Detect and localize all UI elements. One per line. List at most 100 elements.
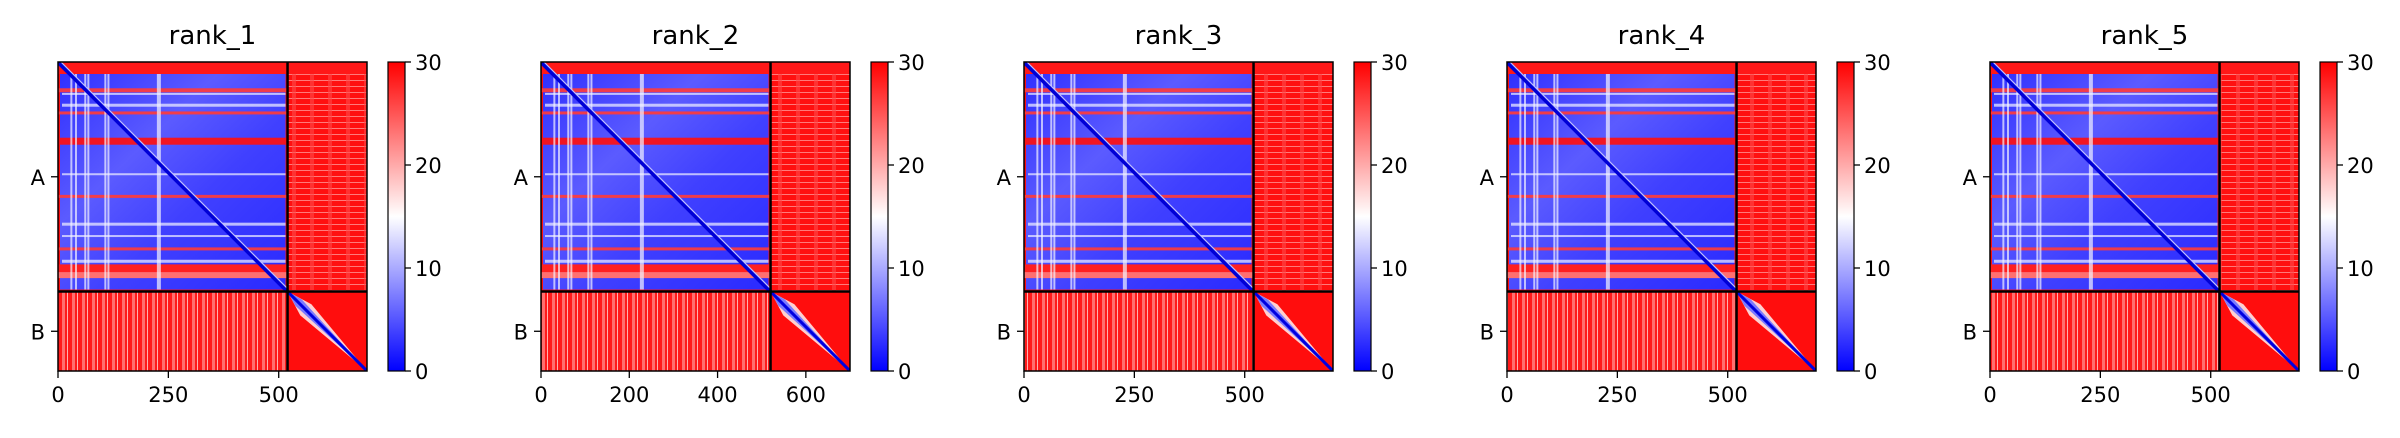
colorbar-frame (870, 61, 889, 372)
diagonal-b (1252, 290, 1333, 371)
band-row (62, 259, 286, 263)
x-tick-label: 250 (148, 383, 188, 407)
band-column (2006, 72, 2009, 290)
band-column (1122, 72, 1127, 290)
band-column (557, 72, 560, 290)
pae-matrix (58, 62, 367, 371)
band-row (1511, 259, 1735, 263)
low-confidence-row (541, 111, 771, 115)
band-column (587, 72, 590, 290)
diagonal-a-halo (1026, 62, 1254, 289)
panel-title: rank_3 (1135, 21, 1223, 51)
band-column (156, 72, 161, 290)
band-row (1511, 103, 1735, 107)
x-tick-label: 500 (1708, 383, 1748, 407)
top-edge (1990, 62, 2299, 74)
low-confidence-row (1024, 88, 1254, 93)
x-tick-label: 0 (51, 383, 64, 407)
colorbar-tick-label: 10 (2347, 257, 2374, 281)
low-confidence-row (58, 194, 288, 198)
band-column (639, 72, 644, 290)
band-column (570, 72, 573, 290)
low-confidence-row (1990, 264, 2220, 273)
band-row (62, 92, 286, 95)
colorbar-tick-label: 30 (898, 51, 925, 75)
band-row (545, 103, 769, 107)
band-row (62, 103, 286, 107)
band-column (74, 72, 77, 290)
heatmap-panel-2: rank_2 0 200 400 600 A B 0 10 20 30 (514, 21, 925, 407)
diagonal-b (286, 290, 367, 371)
low-confidence-row (1990, 272, 2220, 279)
colorbar-tick-label: 0 (415, 360, 428, 384)
axes-frame (1023, 61, 1334, 372)
low-confidence-row (1024, 137, 1254, 145)
low-confidence-row (1990, 247, 2220, 251)
diagonal-a-halo (543, 62, 771, 289)
low-confidence-row (58, 247, 288, 251)
chain-label: A (1963, 166, 1978, 190)
top-edge (1024, 62, 1333, 74)
b-to-a-block (58, 291, 288, 371)
band-row (1511, 235, 1735, 238)
band-row (545, 222, 769, 226)
band-column (2002, 72, 2005, 290)
band-row (1028, 222, 1252, 226)
heatmap-panel-1: rank_1 0 250 500 A B 0 10 20 30 (31, 21, 442, 407)
low-confidence-row (1990, 111, 2220, 115)
x-tick-label: 500 (2191, 383, 2231, 407)
band-column (2088, 72, 2093, 290)
x-tick-label: 250 (1114, 383, 1154, 407)
low-confidence-row (58, 137, 288, 145)
band-row (1994, 92, 2218, 95)
colorbar-tick-label: 20 (1381, 154, 1408, 178)
band-column (1553, 72, 1556, 290)
chain-label: A (514, 166, 529, 190)
low-confidence-row (541, 137, 771, 145)
x-tick-label: 0 (1017, 383, 1030, 407)
top-edge (58, 62, 367, 74)
colorbar (1354, 62, 1371, 371)
pae-matrix (541, 62, 850, 371)
heatmap-panel-3: rank_3 0 250 500 A B 0 10 20 30 (997, 21, 1408, 407)
low-confidence-row (1507, 88, 1737, 93)
band-column (590, 72, 593, 290)
colorbar-frame (1353, 61, 1372, 372)
band-column (1036, 72, 1039, 290)
band-column (567, 72, 570, 290)
x-tick-label: 0 (1500, 383, 1513, 407)
axes-frame (1989, 61, 2300, 372)
band-column (1536, 72, 1539, 290)
diagonal-b (769, 290, 850, 371)
low-confidence-row (58, 111, 288, 115)
band-row (1511, 92, 1735, 95)
band-column (107, 72, 110, 290)
panel-title: rank_2 (652, 21, 740, 51)
diagonal-a (58, 62, 289, 293)
a-to-b-block (287, 62, 367, 292)
low-confidence-row (58, 88, 288, 93)
band-column (553, 72, 556, 290)
colorbar-tick-label: 0 (898, 360, 911, 384)
band-row (1028, 259, 1252, 263)
low-confidence-row (541, 88, 771, 93)
x-tick-label: 250 (1597, 383, 1637, 407)
colorbar (871, 62, 888, 371)
diagonal-a (1507, 62, 1738, 293)
low-confidence-row (1990, 88, 2220, 93)
band-column (1533, 72, 1536, 290)
band-row (62, 235, 286, 238)
low-confidence-row (1507, 247, 1737, 251)
colorbar-tick-label: 0 (1864, 360, 1877, 384)
band-row (1028, 235, 1252, 238)
x-tick-label: 500 (259, 383, 299, 407)
low-confidence-row (1024, 111, 1254, 115)
a-to-b-block (1253, 62, 1333, 292)
colorbar-tick-label: 20 (415, 154, 442, 178)
x-tick-label: 200 (609, 383, 649, 407)
colorbar (1837, 62, 1854, 371)
low-confidence-row (1507, 264, 1737, 273)
heatmap-panel-5: rank_5 0 250 500 A B 0 10 20 30 (1963, 21, 2374, 407)
band-column (2039, 72, 2042, 290)
band-row (1028, 103, 1252, 107)
